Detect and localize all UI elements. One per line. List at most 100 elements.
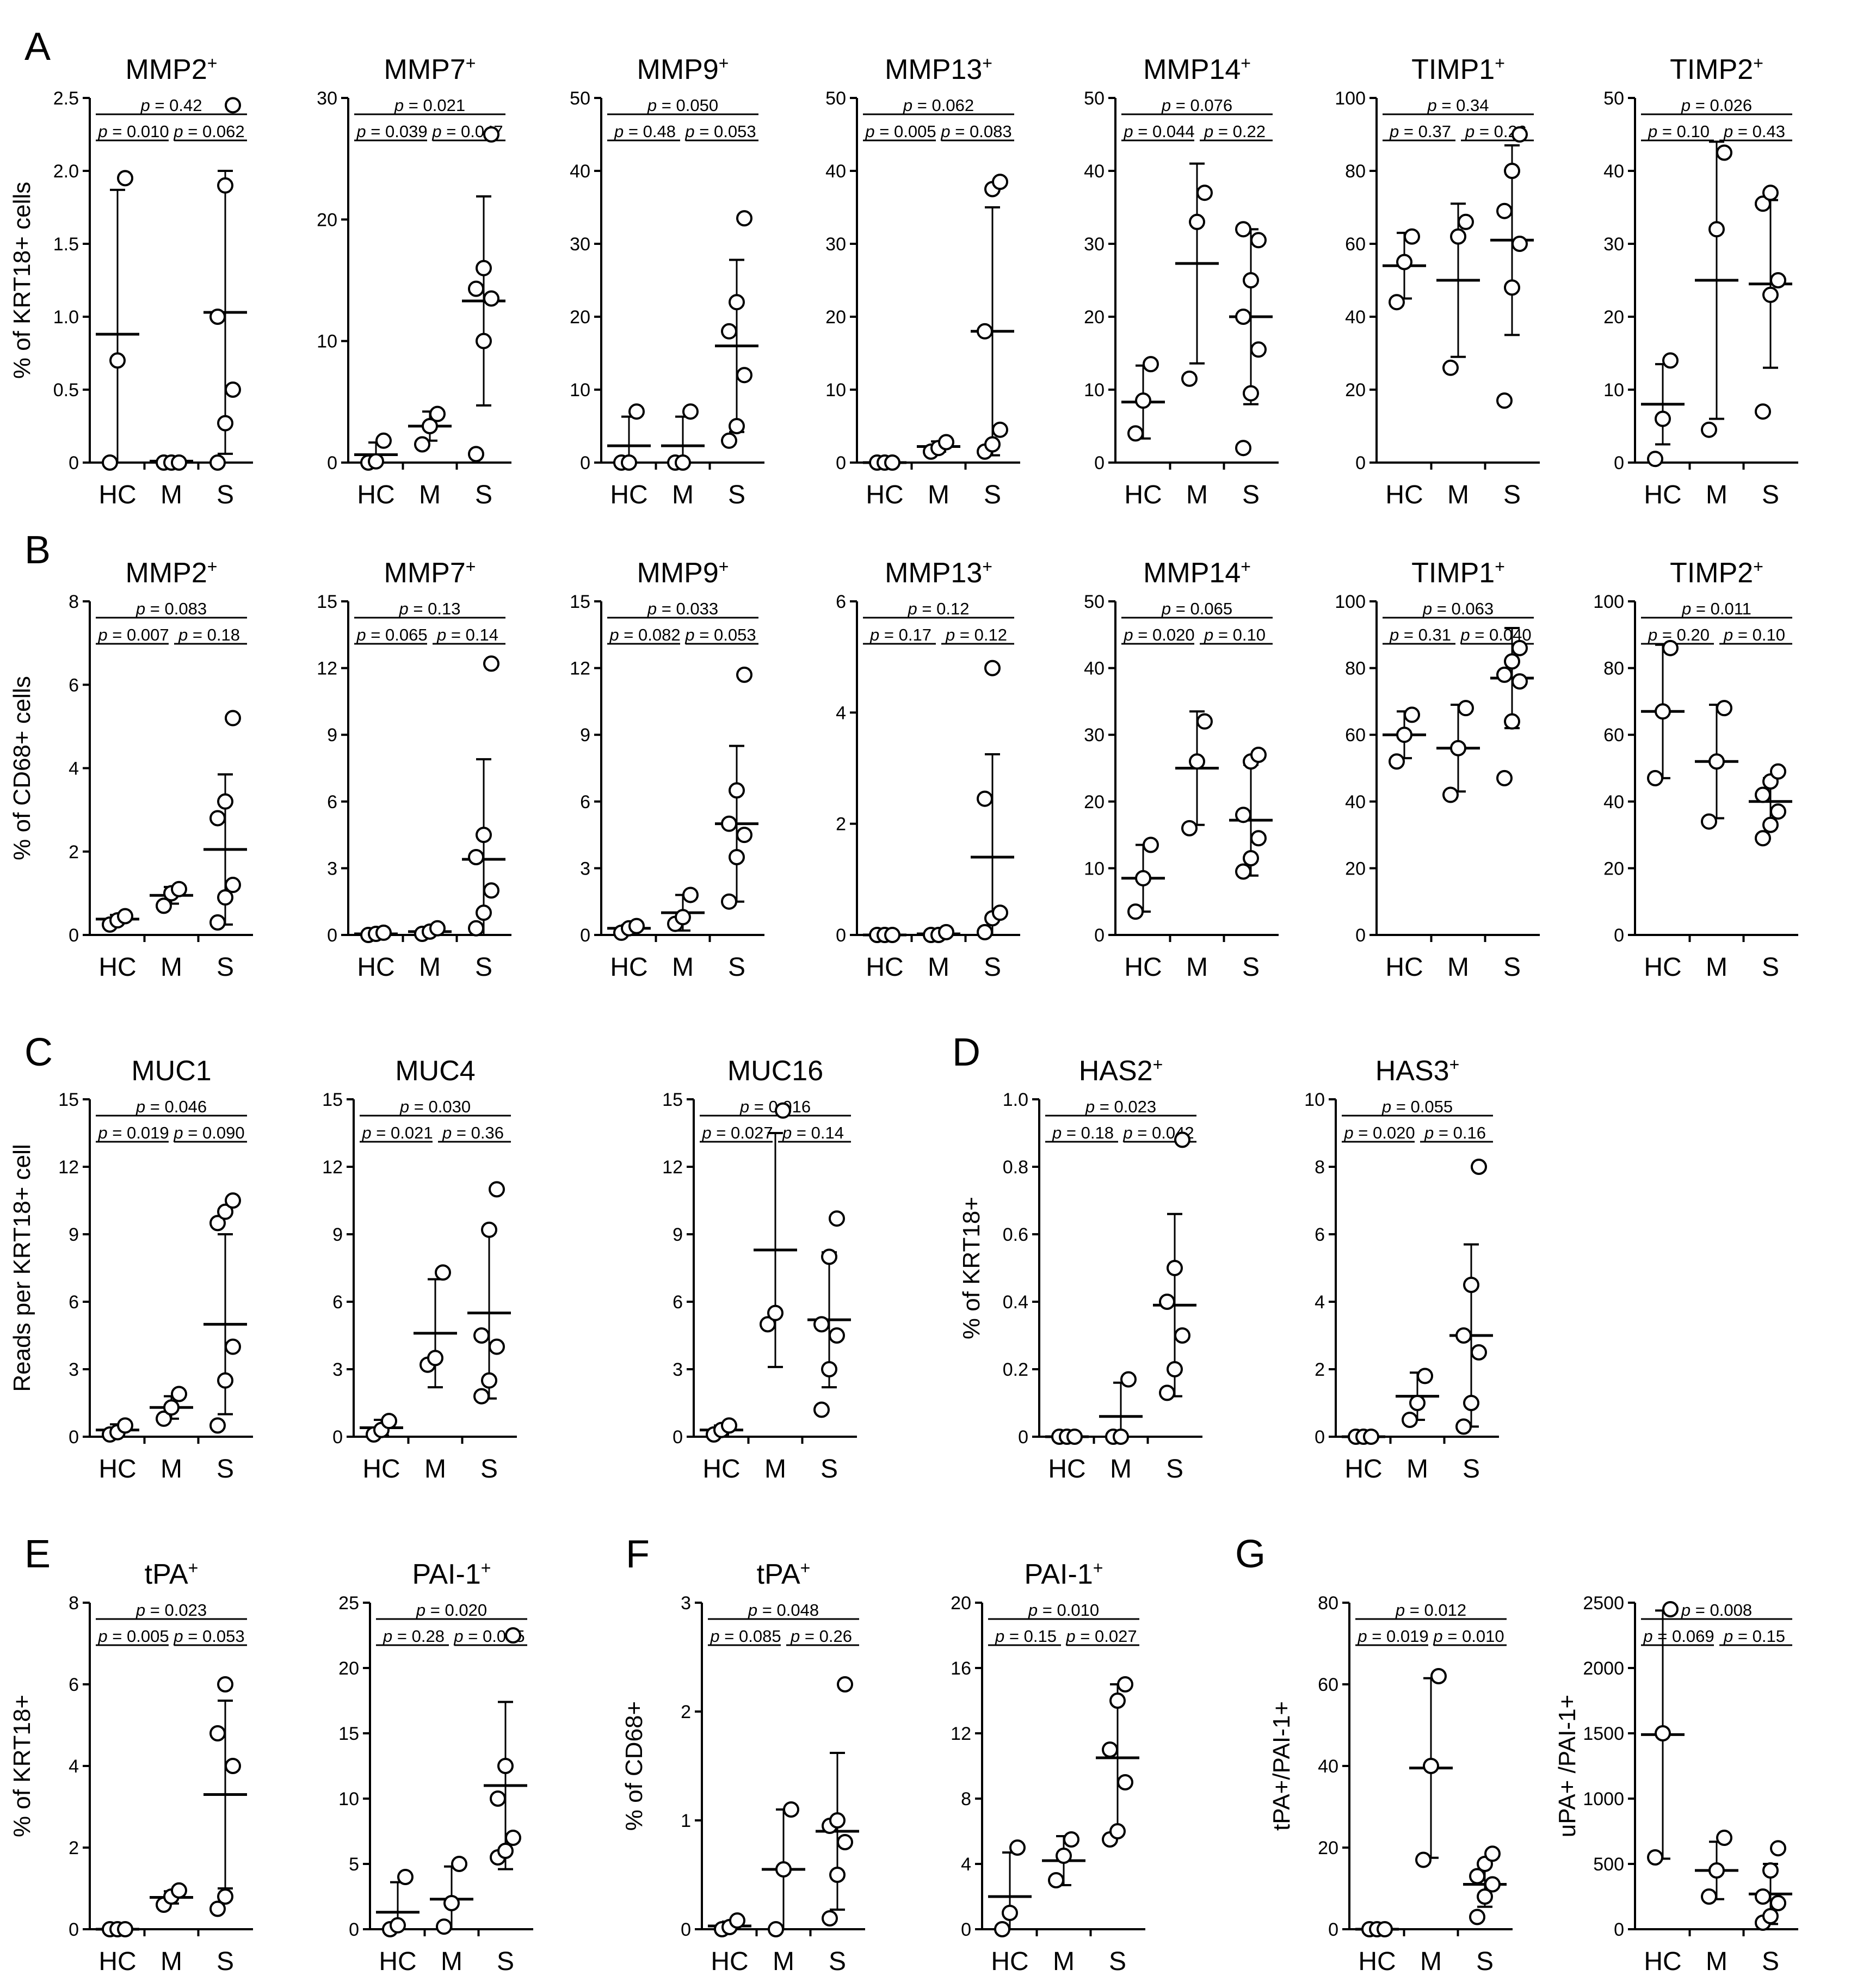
panel-letters: A B C D E F G bbox=[24, 25, 1266, 1576]
x-category-label: M bbox=[1706, 1947, 1728, 1976]
y-tick-label: 9 bbox=[673, 1224, 683, 1245]
y-axis-label: Reads per KRT18+ cell bbox=[9, 1144, 35, 1392]
chart-title: HAS2+ bbox=[1079, 1055, 1163, 1087]
pvalue-hc-vs-m: p = 0.065 bbox=[356, 625, 427, 644]
data-point bbox=[481, 1221, 497, 1238]
data-point bbox=[217, 177, 233, 194]
pvalue-m-vs-s: p = 0.12 bbox=[945, 625, 1007, 644]
data-point bbox=[473, 1388, 490, 1405]
data-point bbox=[217, 889, 233, 906]
pvalue-hc-vs-s: p = 0.13 bbox=[399, 599, 461, 618]
data-point bbox=[476, 827, 492, 844]
pvalue-hc-vs-s: p = 0.076 bbox=[1161, 96, 1232, 115]
x-category-label: S bbox=[497, 1947, 514, 1976]
p-italic: p bbox=[1065, 1627, 1080, 1646]
p-italic: p bbox=[1723, 625, 1738, 644]
y-tick-label: 4 bbox=[69, 1756, 79, 1777]
chart-title: MUC16 bbox=[727, 1055, 823, 1087]
data-point bbox=[375, 432, 392, 449]
data-point bbox=[721, 893, 737, 910]
p-value: = 0.076 bbox=[1176, 96, 1232, 115]
pvalue-hc-vs-m: p = 0.48 bbox=[614, 122, 676, 141]
title-superscript: + bbox=[1153, 1055, 1163, 1074]
data-point bbox=[1442, 786, 1459, 803]
data-point bbox=[938, 924, 954, 940]
p-italic: p bbox=[908, 599, 922, 618]
data-point bbox=[1117, 1774, 1133, 1790]
y-tick-label: 80 bbox=[1603, 658, 1624, 679]
y-tick-label: 10 bbox=[570, 380, 590, 401]
y-axis-label: % of CD68+ bbox=[621, 1701, 647, 1831]
y-tick-label: 4 bbox=[961, 1854, 971, 1875]
y-axis-label: uPA+ /PAI-1+ bbox=[1554, 1695, 1581, 1838]
x-category-label: M bbox=[928, 481, 949, 509]
y-tick-label: 15 bbox=[322, 1090, 343, 1110]
data-point bbox=[1496, 392, 1513, 409]
x-category-label: M bbox=[161, 1947, 182, 1976]
x-category-label: HC bbox=[866, 953, 903, 982]
p-italic: p bbox=[1161, 96, 1176, 115]
data-point bbox=[729, 1912, 745, 1929]
p-italic: p bbox=[97, 122, 112, 141]
x-category-label: M bbox=[672, 953, 694, 982]
p-italic: p bbox=[1643, 1627, 1657, 1646]
p-italic: p bbox=[399, 1097, 414, 1116]
y-tick-label: 8 bbox=[69, 592, 79, 612]
x-category-label: HC bbox=[610, 481, 647, 509]
x-category-label: M bbox=[1186, 953, 1208, 982]
data-point bbox=[1484, 1845, 1501, 1862]
y-axis-label: tPA+/PAI-1+ bbox=[1268, 1701, 1295, 1831]
p-value: = 0.023 bbox=[150, 1601, 207, 1620]
data-point bbox=[156, 1410, 172, 1427]
chart-title: tPA+ bbox=[757, 1558, 811, 1590]
pvalue-hc-vs-m: p = 0.082 bbox=[609, 625, 680, 644]
data-point bbox=[977, 323, 993, 340]
y-tick-label: 3 bbox=[681, 1593, 691, 1614]
p-value: = 0.12 bbox=[922, 599, 969, 618]
y-axis-label: % of CD68+ cells bbox=[9, 676, 35, 860]
panel-letter-g: G bbox=[1235, 1532, 1266, 1576]
title-superscript: + bbox=[188, 1558, 199, 1578]
p-value: = 0.027 bbox=[716, 1123, 773, 1142]
y-tick-label: 0 bbox=[961, 1919, 971, 1940]
y-tick-label: 0 bbox=[69, 1427, 79, 1448]
y-tick-label: 40 bbox=[570, 161, 590, 182]
y-tick-label: 0.8 bbox=[1003, 1157, 1028, 1178]
p-italic: p bbox=[1028, 1601, 1042, 1620]
pvalue-m-vs-s: p = 0.040 bbox=[1460, 625, 1531, 644]
y-tick-label: 60 bbox=[1345, 725, 1366, 746]
pvalue-m-vs-s: p = 0.36 bbox=[442, 1123, 504, 1142]
x-category-label: S bbox=[475, 953, 492, 982]
data-point bbox=[368, 453, 384, 470]
p-italic: p bbox=[361, 1123, 376, 1142]
data-point bbox=[1762, 184, 1779, 201]
data-point bbox=[682, 887, 699, 903]
data-point bbox=[1127, 903, 1144, 920]
pvalue-hc-vs-m: p = 0.005 bbox=[97, 1627, 169, 1646]
pvalue-hc-vs-s: p = 0.048 bbox=[748, 1601, 819, 1620]
data-point bbox=[1363, 1429, 1379, 1445]
y-tick-label: 10 bbox=[825, 380, 846, 401]
p-value: = 0.15 bbox=[1738, 1627, 1785, 1646]
y-tick-label: 0 bbox=[1094, 925, 1105, 946]
pvalue-hc-vs-s: p = 0.026 bbox=[1681, 96, 1752, 115]
y-tick-label: 0 bbox=[332, 1427, 343, 1448]
x-category-label: HC bbox=[98, 1947, 136, 1976]
data-point bbox=[209, 810, 226, 827]
data-point bbox=[977, 924, 993, 940]
y-tick-label: 2000 bbox=[1583, 1658, 1624, 1679]
data-point bbox=[1471, 1344, 1487, 1361]
panel-letter-a: A bbox=[24, 25, 51, 69]
p-italic: p bbox=[135, 1097, 150, 1116]
p-italic: p bbox=[135, 599, 150, 618]
data-point bbox=[884, 454, 900, 471]
data-point bbox=[1755, 1888, 1771, 1905]
pvalue-hc-vs-m: p = 0.005 bbox=[865, 122, 936, 141]
x-category-label: M bbox=[419, 481, 441, 509]
data-point bbox=[1770, 272, 1786, 288]
data-point bbox=[156, 897, 172, 914]
